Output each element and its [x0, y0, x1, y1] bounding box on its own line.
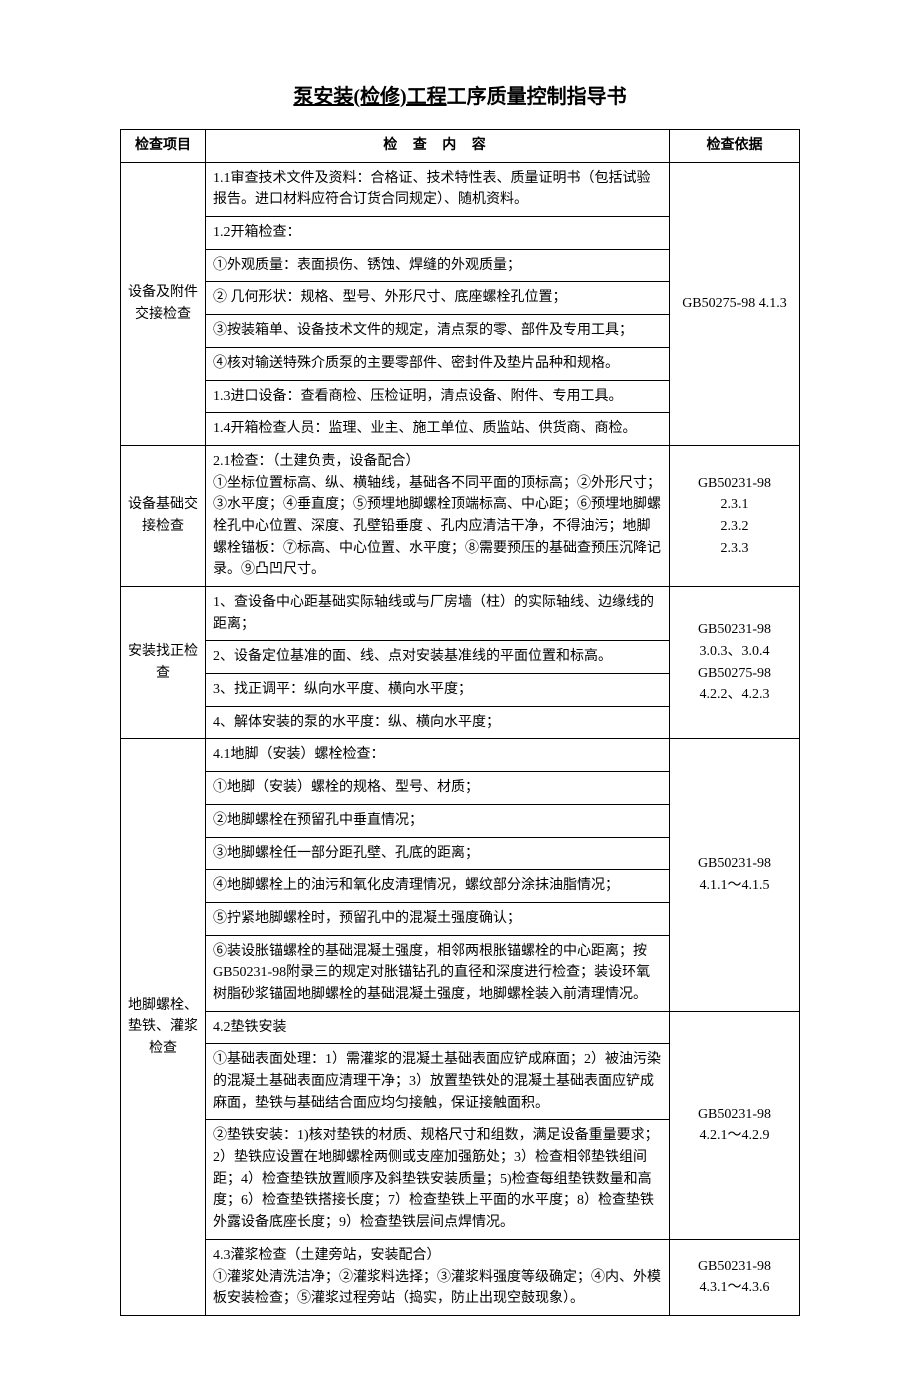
table-cell: ①基础表面处理：1）需灌浆的混凝土基础表面应铲成麻面；2）被油污染的混凝土基础表…: [206, 1044, 670, 1120]
table-cell: ②垫铁安装：1)核对垫铁的材质、规格尺寸和组数，满足设备重量要求；2）垫铁应设置…: [206, 1120, 670, 1239]
document-title: 泵安装(检修)工程工序质量控制指导书: [120, 80, 800, 109]
table-row: 安装找正检查1、查设备中心距基础实际轴线或与厂房墙（柱）的实际轴线、边缘线的距离…: [121, 587, 800, 641]
table-cell: ⑤拧紧地脚螺栓时，预留孔中的混凝土强度确认；: [206, 902, 670, 935]
table-cell: ①外观质量：表面损伤、锈蚀、焊缝的外观质量；: [206, 249, 670, 282]
table-row: 4.3灌浆检查（土建旁站，安装配合） ①灌浆处清洗洁净；②灌浆料选择；③灌浆料强…: [121, 1239, 800, 1315]
table-cell: ④核对输送特殊介质泵的主要零部件、密封件及垫片品种和规格。: [206, 347, 670, 380]
table-cell: 地脚螺栓、垫铁、灌浆检查: [121, 739, 206, 1315]
table-cell: GB50231-98 4.1.1～4.1.5: [670, 739, 800, 1011]
table-cell: 4、解体安装的泵的水平度：纵、横向水平度；: [206, 706, 670, 739]
table-row: 4.2垫铁安装GB50231-98 4.2.1～4.2.9: [121, 1011, 800, 1044]
table-cell: 4.2垫铁安装: [206, 1011, 670, 1044]
table-row: 设备基础交接检查2.1检查：（土建负责，设备配合） ①坐标位置标高、纵、横轴线，…: [121, 445, 800, 586]
table-cell: ③地脚螺栓任一部分距孔壁、孔底的距离；: [206, 837, 670, 870]
header-basis: 检查依据: [670, 130, 800, 163]
table-cell: 2.1检查：（土建负责，设备配合） ①坐标位置标高、纵、横轴线，基础各不同平面的…: [206, 445, 670, 586]
table-cell: ②地脚螺栓在预留孔中垂直情况；: [206, 804, 670, 837]
table-cell: 1.3进口设备：查看商检、压检证明，清点设备、附件、专用工具。: [206, 380, 670, 413]
table-cell: GB50231-98 3.0.3、3.0.4 GB50275-98 4.2.2、…: [670, 587, 800, 739]
table-cell: ③按装箱单、设备技术文件的规定，清点泵的零、部件及专用工具；: [206, 315, 670, 348]
inspection-table: 检查项目 检 查 内 容 检查依据 设备及附件交接检查1.1审查技术文件及资料：…: [120, 129, 800, 1316]
header-item: 检查项目: [121, 130, 206, 163]
table-cell: GB50231-98 2.3.1 2.3.2 2.3.3: [670, 445, 800, 586]
table-row: 设备及附件交接检查1.1审查技术文件及资料：合格证、技术特性表、质量证明书（包括…: [121, 162, 800, 216]
table-cell: 设备基础交接检查: [121, 445, 206, 586]
table-header-row: 检查项目 检 查 内 容 检查依据: [121, 130, 800, 163]
table-cell: 4.1地脚（安装）螺栓检查：: [206, 739, 670, 772]
header-content: 检 查 内 容: [206, 130, 670, 163]
table-cell: GB50231-98 4.3.1～4.3.6: [670, 1239, 800, 1315]
table-cell: 设备及附件交接检查: [121, 162, 206, 445]
table-cell: GB50231-98 4.2.1～4.2.9: [670, 1011, 800, 1239]
title-underlined: 泵安装(检修)工程: [293, 86, 446, 108]
table-cell: 3、找正调平：纵向水平度、横向水平度；: [206, 674, 670, 707]
table-row: 地脚螺栓、垫铁、灌浆检查4.1地脚（安装）螺栓检查：GB50231-98 4.1…: [121, 739, 800, 772]
title-rest: 工序质量控制指导书: [447, 86, 627, 108]
table-cell: GB50275-98 4.1.3: [670, 162, 800, 445]
table-cell: 4.3灌浆检查（土建旁站，安装配合） ①灌浆处清洗洁净；②灌浆料选择；③灌浆料强…: [206, 1239, 670, 1315]
table-cell: 安装找正检查: [121, 587, 206, 739]
table-cell: 1.2开箱检查：: [206, 217, 670, 250]
table-cell: 2、设备定位基准的面、线、点对安装基准线的平面位置和标高。: [206, 641, 670, 674]
table-cell: ② 几何形状：规格、型号、外形尺寸、底座螺栓孔位置；: [206, 282, 670, 315]
table-cell: ①地脚（安装）螺栓的规格、型号、材质；: [206, 772, 670, 805]
table-cell: ⑥装设胀锚螺栓的基础混凝土强度，相邻两根胀锚螺栓的中心距离；按GB50231-9…: [206, 935, 670, 1011]
table-cell: ④地脚螺栓上的油污和氧化皮清理情况，螺纹部分涂抹油脂情况；: [206, 870, 670, 903]
table-cell: 1、查设备中心距基础实际轴线或与厂房墙（柱）的实际轴线、边缘线的距离；: [206, 587, 670, 641]
table-cell: 1.1审查技术文件及资料：合格证、技术特性表、质量证明书（包括试验报告。进口材料…: [206, 162, 670, 216]
table-cell: 1.4开箱检查人员：监理、业主、施工单位、质监站、供货商、商检。: [206, 413, 670, 446]
